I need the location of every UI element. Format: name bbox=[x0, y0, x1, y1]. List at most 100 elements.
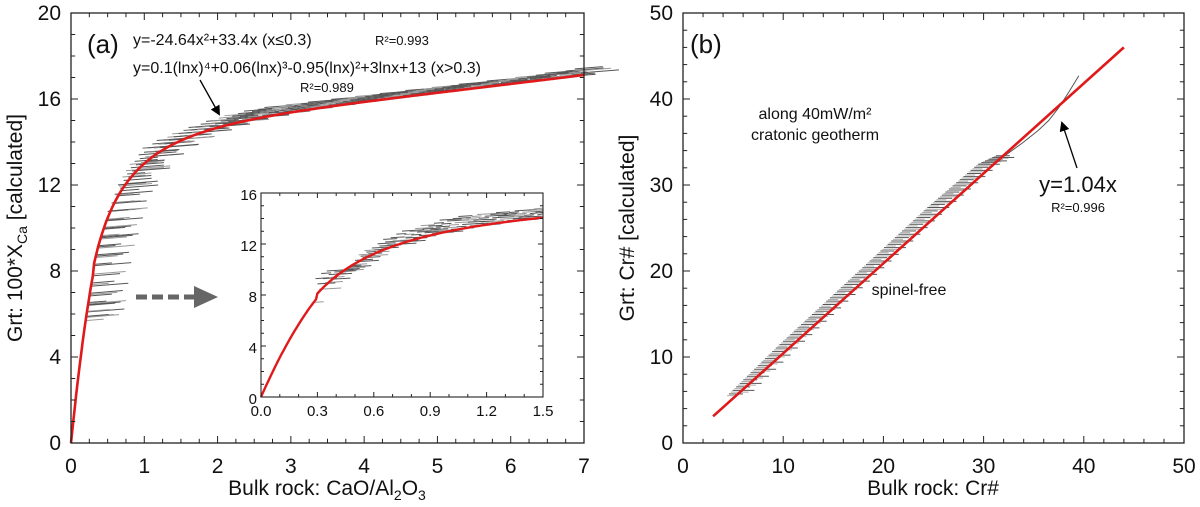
panel-a-calculated-point bbox=[117, 182, 146, 186]
inset-calculated-point bbox=[430, 228, 449, 231]
inset-calculated-point bbox=[480, 220, 495, 223]
inset-calculated-point bbox=[518, 215, 533, 218]
inset-calculated-point bbox=[458, 215, 473, 217]
inset-calculated-point bbox=[484, 214, 507, 217]
panel-b-x-tick-label: 10 bbox=[772, 455, 795, 478]
panel-a-calculated-point bbox=[580, 69, 619, 74]
panel-a-calculated-point bbox=[374, 95, 393, 98]
inset-calculated-point bbox=[428, 224, 443, 227]
panel-a-calculated-point bbox=[87, 301, 121, 306]
panel-a-y-tick-label: 16 bbox=[38, 88, 61, 111]
panel-a-calculated-point bbox=[124, 180, 158, 185]
panel-b-y-tick-label: 0 bbox=[661, 432, 673, 455]
inset-x-tick-label: 1.2 bbox=[476, 403, 497, 420]
panel-a-calculated-point bbox=[105, 218, 124, 221]
inset-calculated-point bbox=[471, 215, 482, 217]
inset-calculated-point bbox=[420, 224, 435, 227]
inset-calculated-point bbox=[441, 222, 452, 225]
inset-calculated-point bbox=[366, 251, 377, 253]
panel-b-y-tick-labels: 0 10 20 30 40 50 bbox=[650, 2, 673, 455]
inset-fit-line bbox=[259, 216, 544, 398]
inset-calculated-point bbox=[473, 218, 488, 221]
inset-y-tick-label: 0 bbox=[249, 391, 257, 408]
panel-a-y-tick-label: 8 bbox=[49, 260, 61, 283]
panel-a-x-tick-label: 5 bbox=[432, 455, 444, 478]
inset-y-tick-label: 16 bbox=[240, 187, 257, 204]
panel-b-note-geotherm-2: cratonic geotherm bbox=[751, 127, 879, 144]
inset-calculated-point bbox=[383, 238, 398, 240]
panel-a-calculated-point bbox=[213, 118, 237, 122]
inset-calculated-point bbox=[349, 265, 372, 268]
panel-a-calculated-point bbox=[426, 88, 445, 92]
panel-a-eq1-r2: R²=0.993 bbox=[375, 33, 429, 48]
panel-a-calculated-point bbox=[85, 318, 104, 322]
panel-a-x-tick-label: 6 bbox=[505, 455, 517, 478]
panel-a-x-tick-label: 0 bbox=[65, 455, 77, 478]
panel-b-fit-line bbox=[712, 46, 1125, 418]
inset-x-tick-label: 0.0 bbox=[251, 403, 272, 420]
panel-b-x-tick-labels: 0 10 20 30 40 50 bbox=[677, 455, 1196, 478]
panel-a-y-tick-label: 20 bbox=[38, 2, 61, 25]
panel-a-calculated-point bbox=[469, 81, 493, 85]
panel-b-calculated-band bbox=[727, 75, 1080, 397]
inset-calculated-point bbox=[494, 220, 505, 222]
inset-calculated-point bbox=[490, 212, 509, 215]
panel-a-calculated-point bbox=[526, 74, 551, 78]
panel-a-calculated-point bbox=[326, 101, 345, 104]
inset-calculated-point bbox=[448, 224, 460, 226]
panel-b-y-tick-label: 10 bbox=[650, 346, 673, 369]
inset-calculated-point bbox=[433, 222, 444, 224]
inset-calculated-point bbox=[439, 218, 462, 221]
panel-a-calculated-point bbox=[481, 82, 500, 85]
inset-calculated-point bbox=[527, 209, 544, 212]
panel-a-calculated-point bbox=[509, 78, 528, 82]
panel-a-calculated-point bbox=[544, 70, 573, 74]
panel-b-note-spinel: spinel-free bbox=[872, 282, 947, 299]
panel-a-calculated-point bbox=[535, 71, 574, 76]
panel-a-calculated-point bbox=[99, 234, 133, 239]
panel-a-calculated-point bbox=[130, 164, 164, 169]
panel-a-calculated-point bbox=[93, 262, 112, 265]
panel-a-calculated-point bbox=[137, 165, 171, 170]
inset-calculated-point bbox=[529, 211, 544, 215]
panel-a-calculated-point bbox=[92, 270, 126, 275]
panel-a-calculated-point bbox=[125, 167, 165, 172]
panel-a-calculated-point bbox=[95, 251, 129, 256]
inset-calculated-point bbox=[398, 236, 413, 239]
panel-a-y-tick-label: 12 bbox=[38, 174, 61, 197]
inset-calculated-point bbox=[479, 217, 490, 219]
inset-calculated-point bbox=[477, 212, 500, 216]
panel-b-eq: y=1.04x bbox=[1039, 172, 1117, 197]
panel-a-calculated-point bbox=[116, 193, 140, 197]
panel-a-calculated-point bbox=[103, 225, 132, 229]
panel-a-x-axis-label: Bulk rock: CaO/Al2O3 bbox=[228, 477, 426, 503]
panel-a-label: (a) bbox=[87, 29, 119, 59]
inset-calculated-point bbox=[417, 230, 440, 233]
panel-a-ticks bbox=[70, 12, 585, 444]
panel-a-calculated-point bbox=[90, 282, 129, 287]
panel-a-calculated-point bbox=[150, 153, 184, 157]
inset-calculated-point bbox=[456, 225, 467, 228]
inset-calculated-point bbox=[503, 212, 518, 215]
panel-a-eq2: y=0.1(lnx)⁴+0.06(lnx)³-0.95(lnx)²+3lnx+1… bbox=[133, 60, 481, 77]
panel-a-calculated-point bbox=[88, 300, 107, 304]
inset-calculated-point bbox=[411, 233, 422, 236]
panel-a-calculated-point bbox=[232, 113, 256, 117]
panel-a-calculated-point bbox=[114, 190, 153, 195]
inset-y-tick-label: 8 bbox=[249, 289, 257, 306]
inset-calculated-point bbox=[465, 217, 480, 219]
inset-calculated-point bbox=[537, 213, 544, 216]
inset-calculated-point bbox=[334, 270, 357, 273]
panel-a-calculated-point bbox=[110, 209, 129, 212]
inset-x-tick-label: 0.6 bbox=[363, 403, 384, 420]
panel-b-ticks bbox=[682, 12, 1185, 444]
panel-a-calculated-point bbox=[538, 75, 557, 78]
panel-a-calculated-point bbox=[281, 107, 300, 110]
panel-a-x-tick-label: 1 bbox=[138, 455, 150, 478]
panel-a-calculated-point bbox=[515, 74, 544, 78]
inset-calculated-point bbox=[422, 227, 441, 230]
inset-calculated-point bbox=[511, 214, 526, 217]
inset-calculated-point bbox=[435, 225, 450, 228]
inset-calculated-point bbox=[531, 215, 542, 218]
inset-calculated-point bbox=[443, 226, 458, 229]
